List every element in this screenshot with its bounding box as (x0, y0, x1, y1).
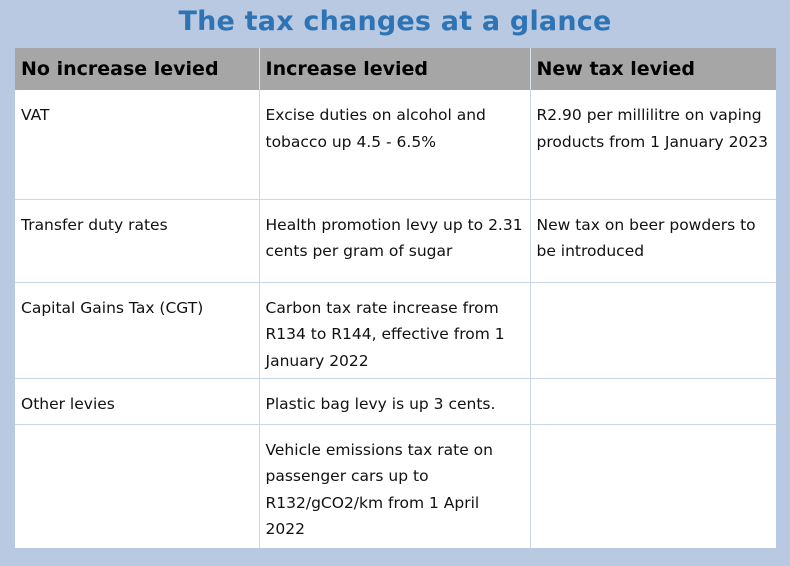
column-header-increase: Increase levied (258, 48, 530, 90)
table-cell (15, 423, 259, 548)
table-row: Capital Gains Tax (CGT) Carbon tax rate … (15, 281, 776, 378)
table-cell: New tax on beer powders to be introduced (529, 198, 776, 282)
table-cell: Other levies (15, 377, 259, 424)
table-row: VAT Excise duties on alcohol and tobacco… (15, 90, 776, 199)
table-header-row: No increase levied Increase levied New t… (15, 48, 776, 90)
table-cell (529, 423, 776, 548)
column-header-new-tax: New tax levied (529, 48, 776, 90)
table-cell: Carbon tax rate increase from R134 to R1… (258, 281, 530, 378)
tax-changes-table: No increase levied Increase levied New t… (15, 48, 776, 548)
table-cell (529, 281, 776, 378)
table-cell: Plastic bag levy is up 3 cents. (258, 377, 530, 424)
table-cell: Capital Gains Tax (CGT) (15, 281, 259, 378)
table-cell: Excise duties on alcohol and tobacco up … (258, 90, 530, 199)
table-cell: Vehicle emissions tax rate on passenger … (258, 423, 530, 548)
table-row: Vehicle emissions tax rate on passenger … (15, 423, 776, 548)
table-row: Other levies Plastic bag levy is up 3 ce… (15, 377, 776, 424)
page-title: The tax changes at a glance (178, 6, 612, 37)
table-cell (529, 377, 776, 424)
column-header-no-increase: No increase levied (15, 48, 259, 90)
table-cell: R2.90 per millilitre on vaping products … (529, 90, 776, 199)
table-cell: VAT (21, 106, 50, 124)
table-cell: Transfer duty rates (15, 198, 259, 282)
table-cell: Health promotion levy up to 2.31 cents p… (258, 198, 530, 282)
table-row: Transfer duty rates Health promotion lev… (15, 198, 776, 282)
